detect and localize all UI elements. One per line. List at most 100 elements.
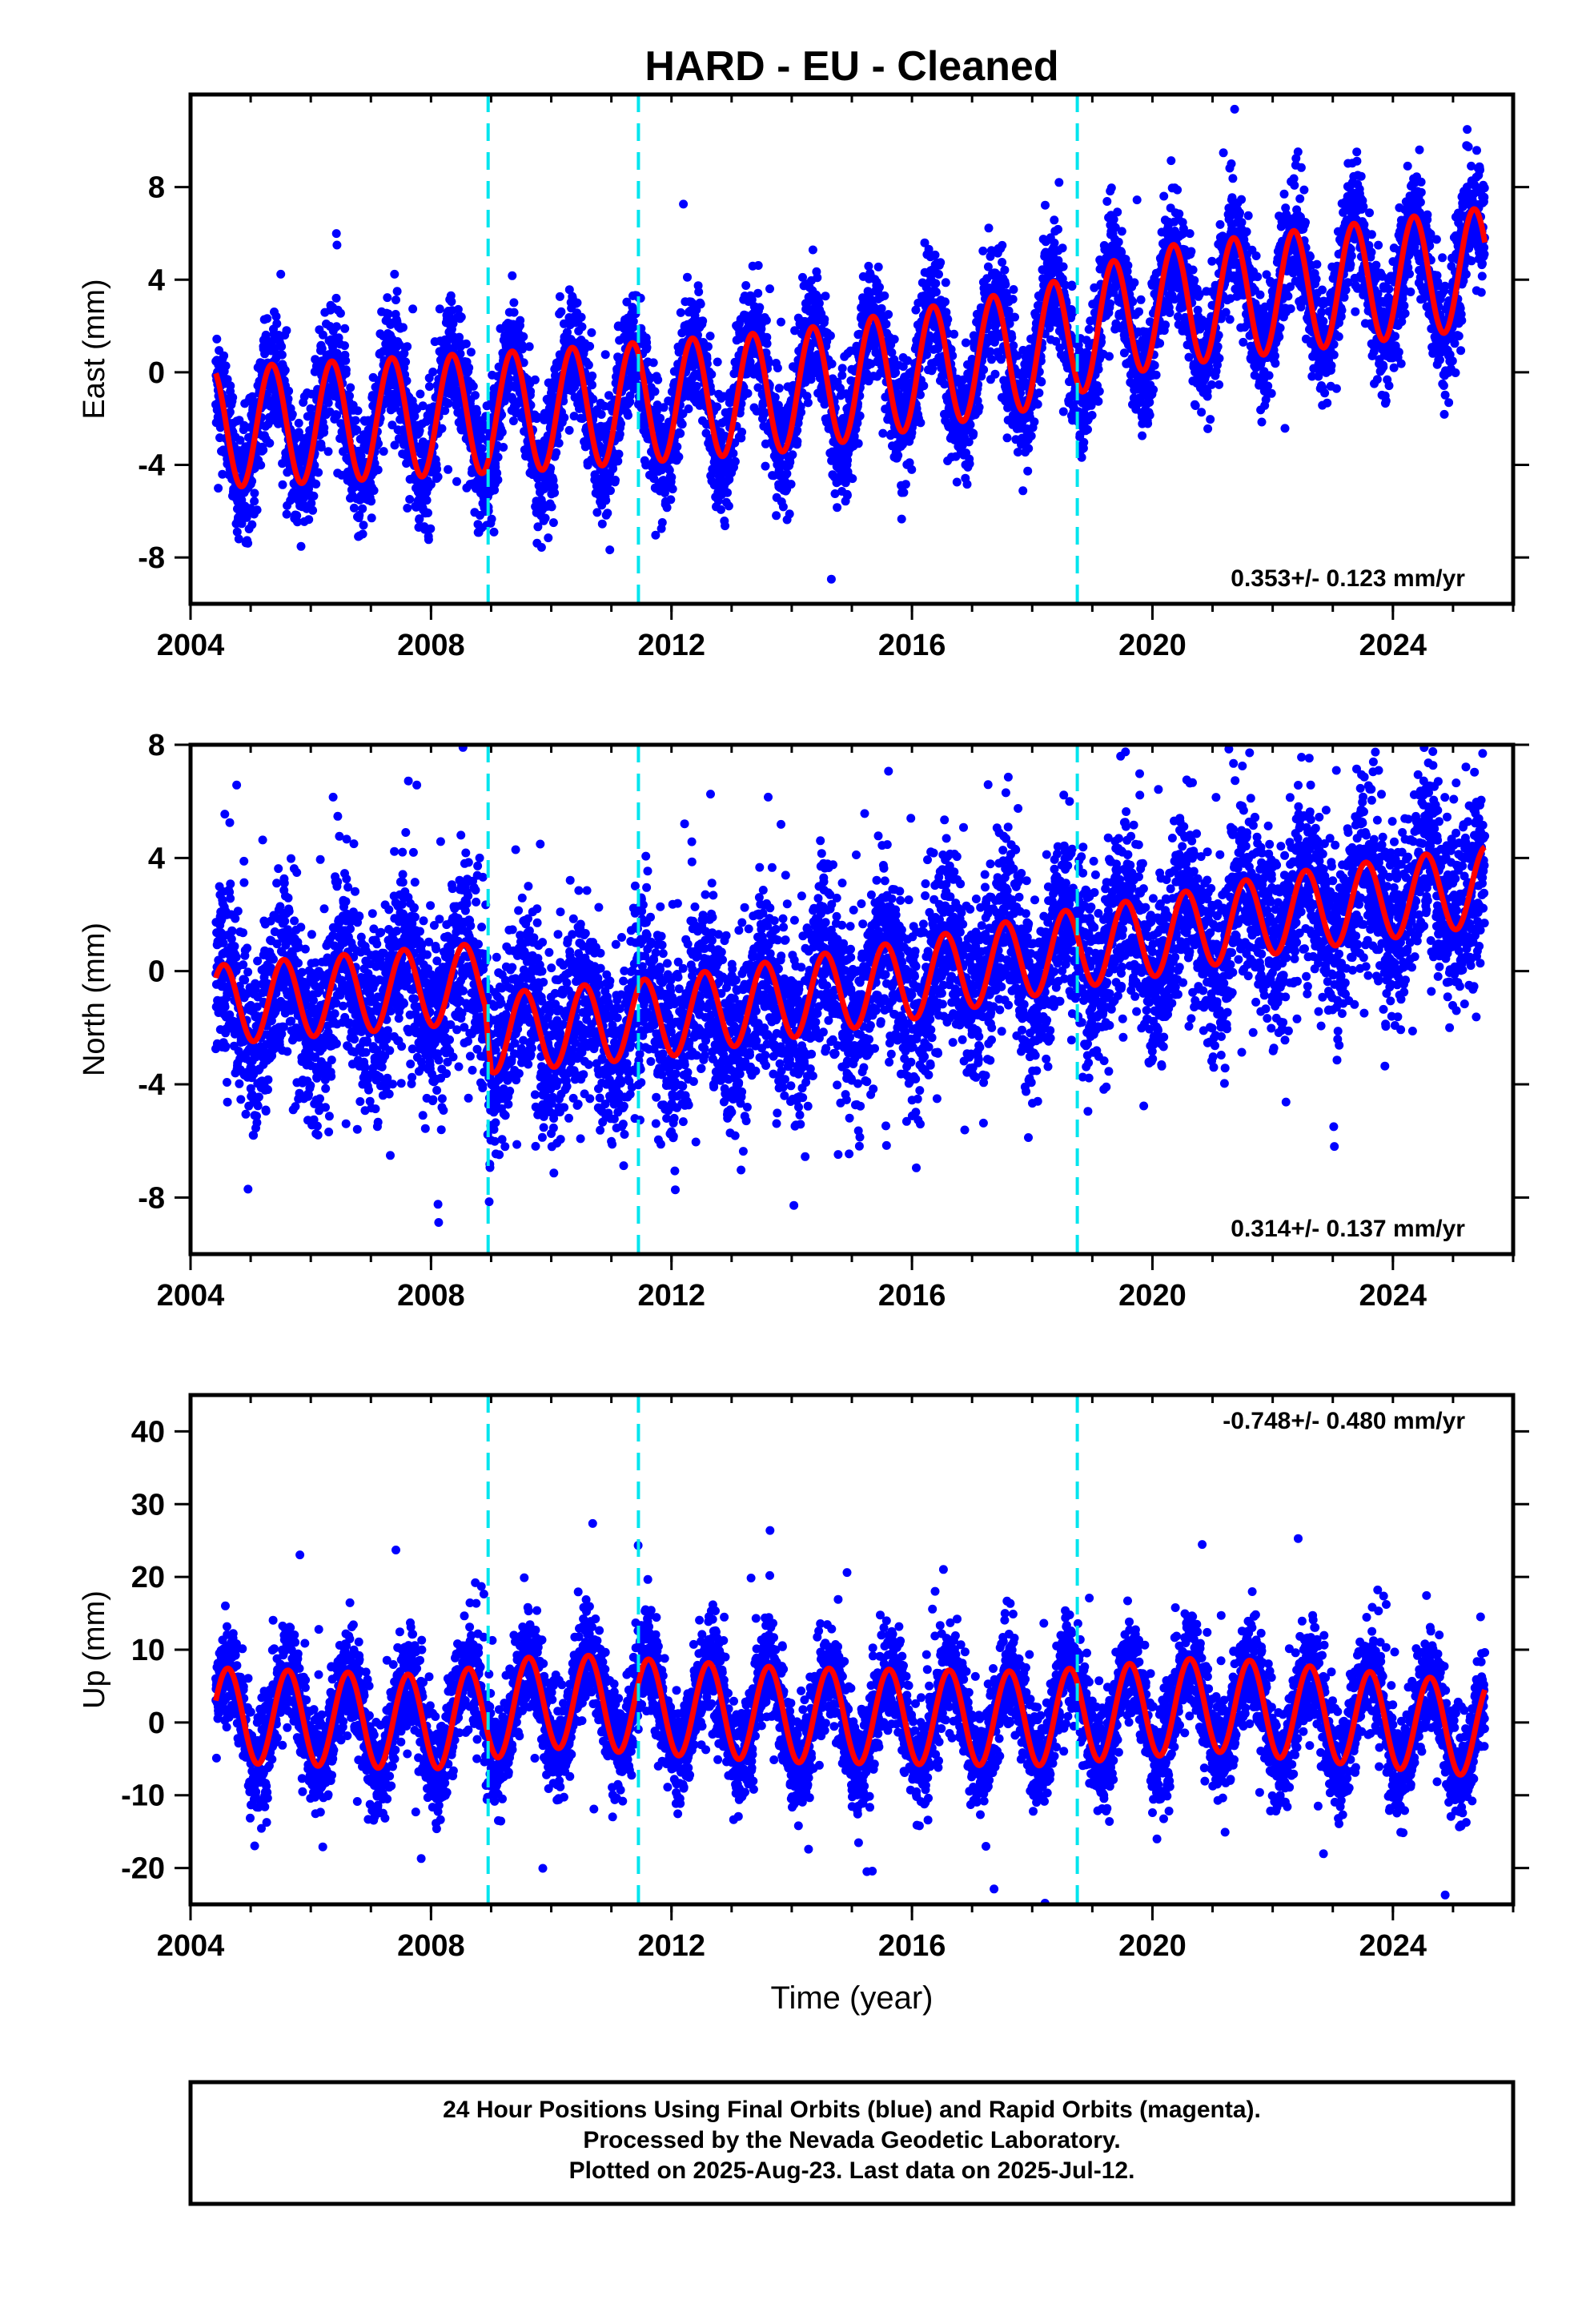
data-point [1079, 437, 1089, 447]
data-point [306, 404, 315, 413]
data-point [1083, 424, 1092, 434]
data-point [390, 440, 400, 450]
data-point [383, 309, 393, 319]
data-point [1037, 377, 1046, 387]
data-point [694, 287, 704, 296]
data-point [282, 326, 291, 336]
data-point [293, 517, 302, 527]
data-point [1050, 238, 1059, 247]
data-point [250, 497, 259, 506]
data-point [319, 423, 329, 432]
data-point [349, 503, 359, 513]
data-point [403, 504, 412, 513]
data-point [713, 402, 722, 412]
data-point [1002, 433, 1012, 443]
data-point [642, 343, 652, 352]
data-point [1054, 178, 1064, 187]
data-point [1009, 285, 1018, 294]
data-point [282, 509, 291, 519]
data-point [352, 425, 362, 435]
data-point [1023, 466, 1033, 476]
data-point [221, 361, 231, 371]
data-point [444, 464, 453, 474]
data-point [826, 574, 836, 584]
data-point [677, 420, 687, 429]
data-point [287, 409, 297, 419]
data-point [1058, 262, 1068, 271]
data-point [323, 398, 333, 408]
data-point [825, 331, 835, 340]
data-point [259, 445, 268, 455]
data-point [873, 262, 883, 271]
data-point [292, 511, 302, 521]
data-point [585, 341, 595, 351]
data-point [614, 449, 624, 459]
data-point [219, 351, 229, 360]
data-point [572, 298, 582, 308]
data-point [984, 223, 994, 233]
data-point [1024, 444, 1034, 453]
data-point [391, 296, 400, 304]
data-point [587, 328, 596, 337]
data-point [650, 387, 660, 396]
data-point [318, 330, 327, 340]
data-point [770, 392, 780, 402]
data-point [753, 288, 763, 298]
data-point [509, 298, 519, 308]
data-point [226, 381, 235, 391]
data-point [370, 459, 379, 468]
data-point [284, 386, 294, 396]
data-point [468, 381, 478, 391]
data-point [355, 510, 364, 520]
data-point [331, 229, 341, 239]
data-point [550, 488, 560, 497]
data-point [648, 358, 658, 368]
data-point [405, 495, 415, 504]
data-point [717, 505, 725, 514]
data-point [353, 406, 363, 416]
data-point [508, 416, 518, 426]
data-point [304, 515, 314, 525]
data-point [901, 480, 910, 489]
data-point [519, 332, 528, 341]
data-point [509, 308, 519, 317]
data-point [316, 442, 326, 452]
data-point [416, 389, 425, 399]
data-point [373, 465, 383, 475]
data-point [952, 477, 962, 487]
data-point [560, 413, 569, 422]
data-point [247, 476, 257, 486]
data-point [683, 272, 692, 282]
data-point [1033, 400, 1042, 409]
data-point [667, 472, 677, 482]
data-point [737, 428, 747, 436]
data-point [588, 371, 597, 380]
data-point [280, 365, 290, 375]
data-point [855, 411, 865, 420]
data-point [899, 488, 909, 497]
data-point [432, 464, 442, 474]
data-point [1058, 407, 1068, 416]
data-point [356, 452, 366, 460]
data-point [729, 448, 738, 458]
data-point [314, 468, 323, 477]
data-point [424, 509, 432, 517]
data-point [367, 497, 376, 506]
data-point [624, 411, 632, 420]
data-point [272, 319, 282, 328]
data-point [379, 447, 388, 456]
data-point [345, 391, 354, 400]
data-point [554, 438, 564, 448]
data-point [998, 258, 1007, 267]
data-point [472, 408, 482, 417]
data-point [1001, 279, 1010, 289]
data-point [893, 451, 903, 460]
data-point [950, 329, 959, 339]
data-point [428, 368, 438, 376]
data-point [761, 316, 771, 325]
data-point [934, 270, 943, 279]
data-point [931, 279, 941, 288]
data-point [317, 344, 327, 353]
data-point [889, 335, 899, 344]
data-point [765, 284, 774, 294]
